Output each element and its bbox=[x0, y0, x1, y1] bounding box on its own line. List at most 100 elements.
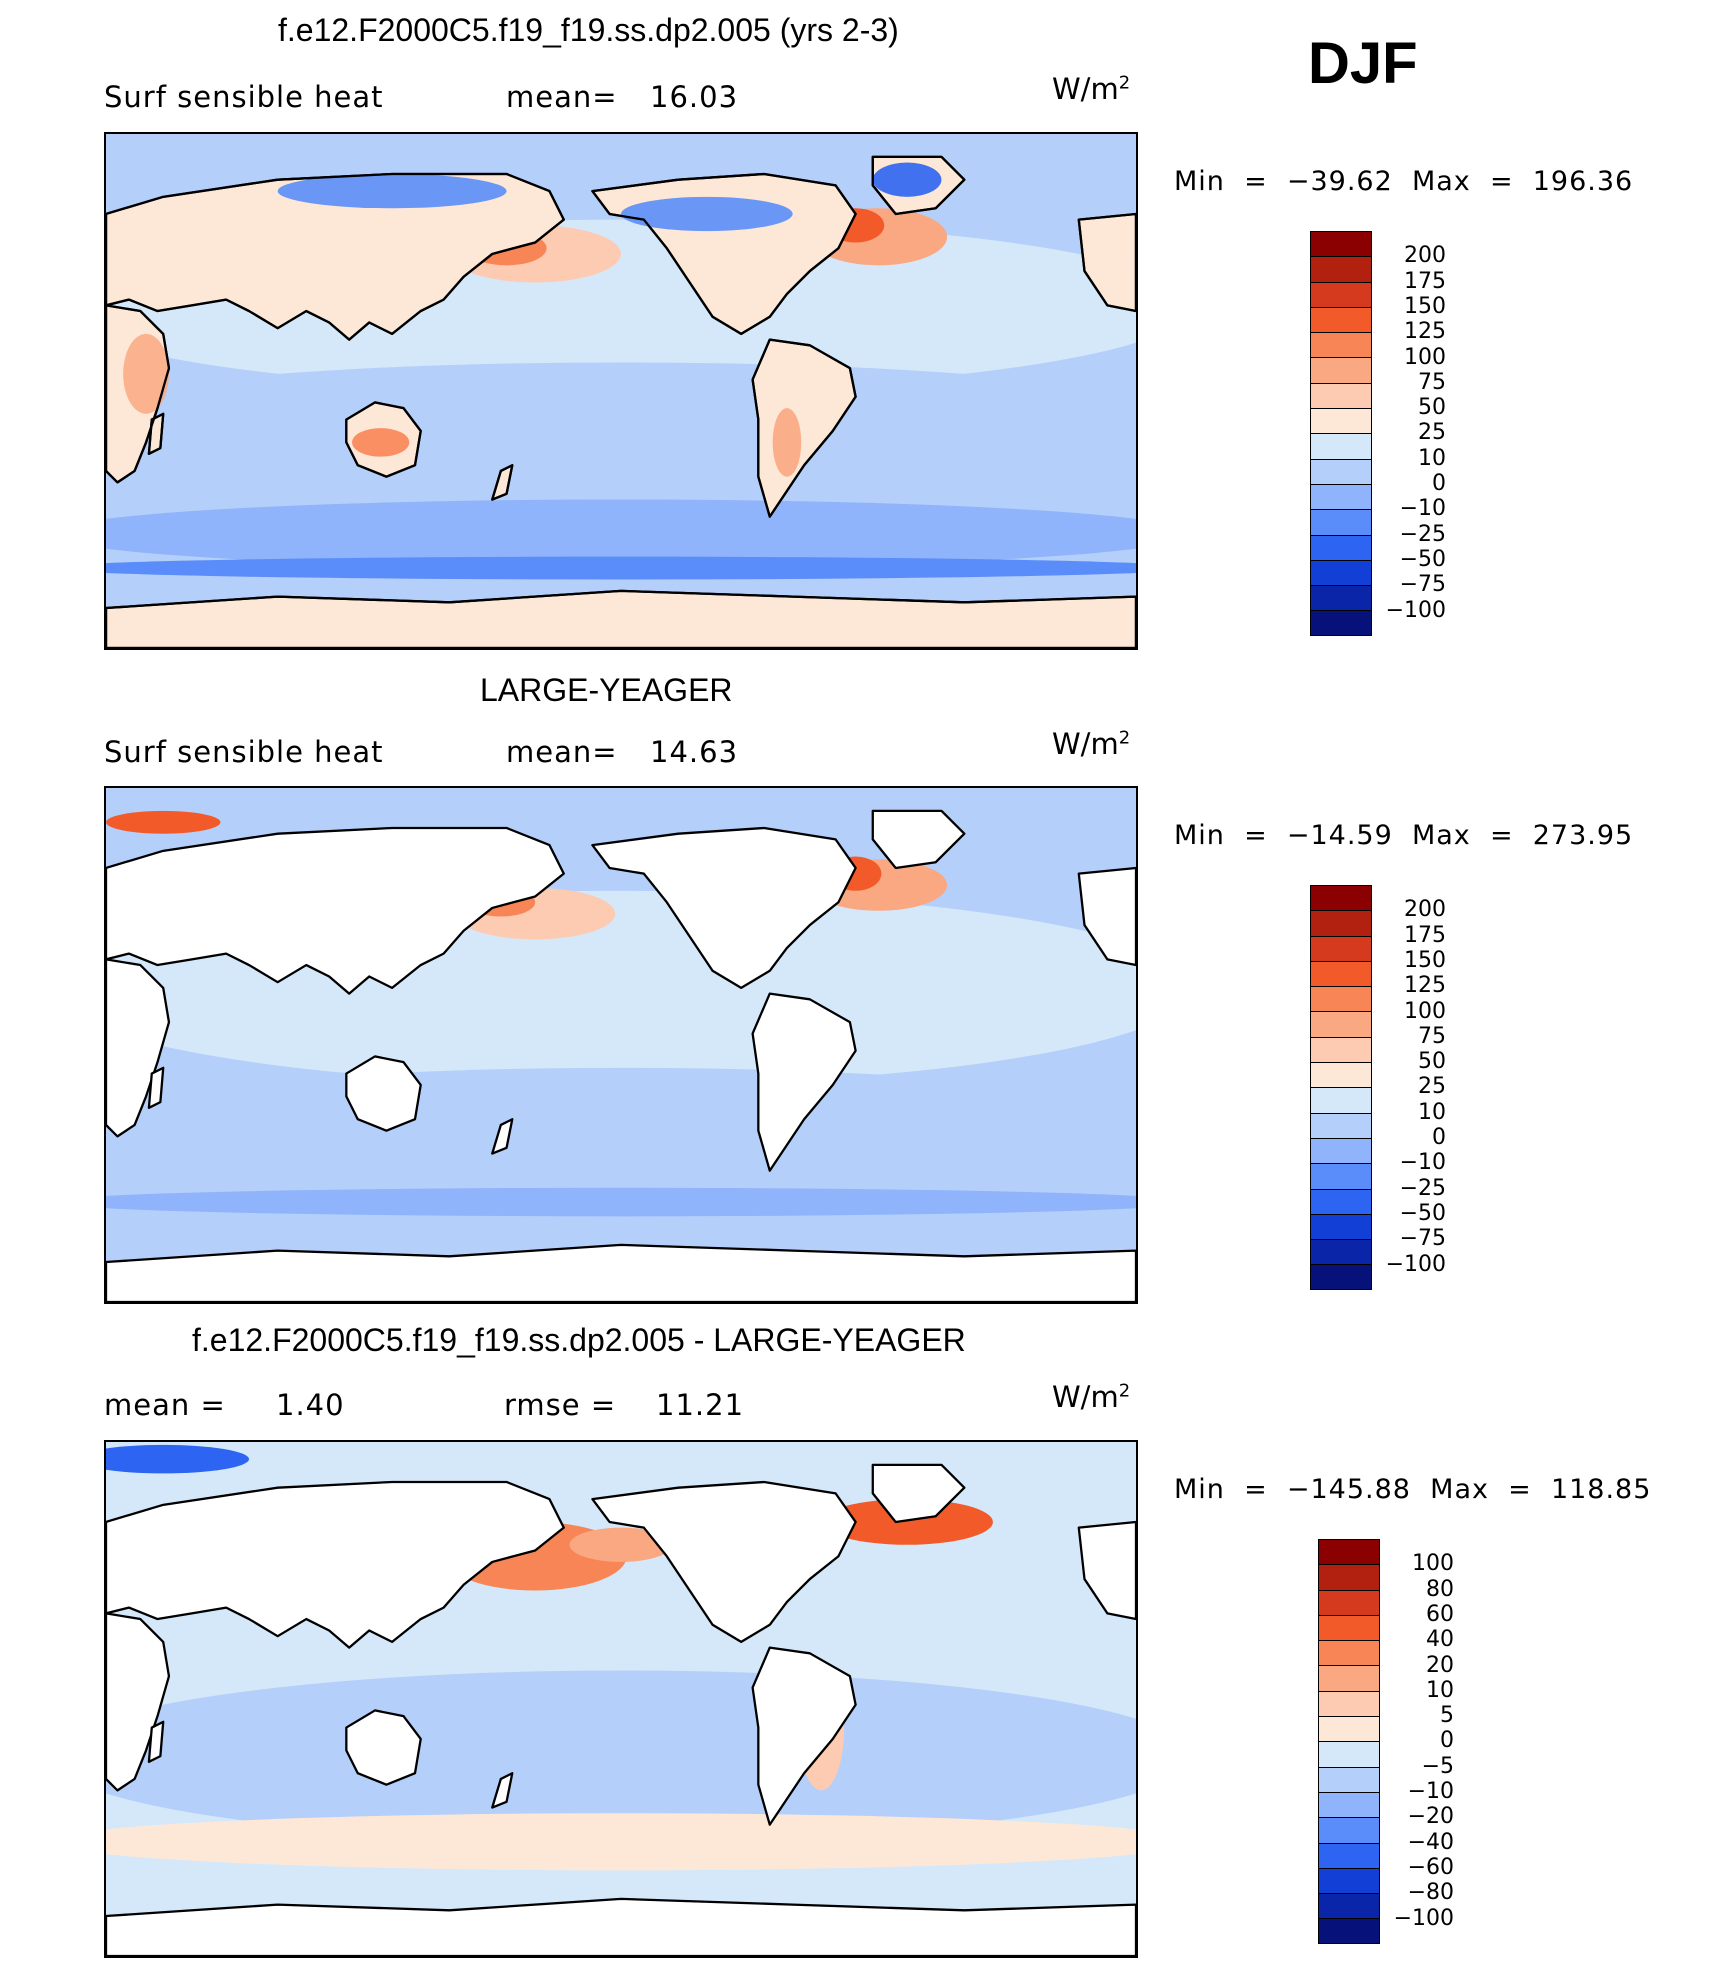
coastline bbox=[147, 412, 165, 455]
panel-1-variable-label: Surf sensible heat bbox=[104, 80, 384, 114]
colorbar-swatch bbox=[1318, 1589, 1380, 1615]
colorbar-label: −25 bbox=[1399, 1175, 1446, 1201]
field-contour bbox=[872, 162, 942, 197]
coastline bbox=[345, 401, 422, 478]
colorbar-label: −10 bbox=[1399, 1150, 1446, 1176]
colorbar-swatch bbox=[1310, 1062, 1372, 1088]
coastline bbox=[871, 1463, 966, 1524]
field-contour bbox=[106, 810, 221, 834]
colorbar-swatch bbox=[1318, 1716, 1380, 1742]
colorbar-swatch bbox=[1318, 1690, 1380, 1717]
colorbar-label: 75 bbox=[1418, 369, 1446, 395]
colorbar-swatch bbox=[1310, 610, 1372, 636]
colorbar-label: −20 bbox=[1407, 1804, 1454, 1830]
colorbar-label: 0 bbox=[1440, 1728, 1454, 1754]
field-contour bbox=[106, 499, 1136, 569]
colorbar-label: 20 bbox=[1426, 1652, 1454, 1678]
field-contour bbox=[106, 1813, 1136, 1871]
colorbar-swatch bbox=[1310, 509, 1372, 535]
panel-1-title: f.e12.F2000C5.f19_f19.ss.dp2.005 (yrs 2-… bbox=[278, 12, 899, 48]
colorbar-swatch bbox=[1310, 281, 1372, 307]
panel-3-colorbar: 100 80 60 40 20 10 5 0 −5 −10 −20 −40 −60 −80 −100 bbox=[1318, 1539, 1454, 1944]
field-contour bbox=[569, 1527, 673, 1562]
map-canvas bbox=[106, 788, 1136, 1302]
panel-2-units: W/m2 bbox=[1052, 727, 1131, 761]
colorbar-swatch bbox=[1318, 1867, 1380, 1894]
colorbar-label: 10 bbox=[1418, 445, 1446, 471]
colorbar-label: 40 bbox=[1426, 1627, 1454, 1653]
colorbar-label: 100 bbox=[1404, 344, 1446, 370]
colorbar-swatch bbox=[1310, 1264, 1372, 1290]
colorbar-label: 80 bbox=[1426, 1576, 1454, 1602]
colorbar-label: 200 bbox=[1404, 243, 1446, 269]
colorbar-swatch bbox=[1318, 1766, 1380, 1792]
colorbar-label: −40 bbox=[1407, 1829, 1454, 1855]
panel-1-map bbox=[104, 132, 1138, 650]
panel-1-colorbar: 200 175 150 125 100 75 50 25 10 0 −10 −25 −50 −75 −100 bbox=[1310, 231, 1446, 636]
coastline bbox=[751, 338, 857, 518]
colorbar-label: −10 bbox=[1407, 1779, 1454, 1804]
colorbar-label: −100 bbox=[1393, 1905, 1454, 1931]
panel-2-colorbar: 200 175 150 125 100 75 50 25 10 0 −10 −25 −50 −75 −100 bbox=[1310, 885, 1446, 1290]
colorbar-swatch bbox=[1310, 910, 1372, 936]
colorbar-swatch bbox=[1318, 1564, 1380, 1590]
field-contour bbox=[621, 196, 793, 232]
colorbar-label: −5 bbox=[1421, 1753, 1454, 1779]
panel-1-stat-label: mean= bbox=[506, 80, 618, 114]
colorbar-swatch bbox=[1310, 1137, 1372, 1164]
panel-2-minmax: Min = −14.59 Max = 273.95 bbox=[1174, 820, 1634, 851]
field-contour bbox=[106, 1067, 1136, 1194]
panel-2-variable-label: Surf sensible heat bbox=[104, 735, 384, 769]
colorbar-swatch bbox=[1318, 1665, 1380, 1691]
colorbar-swatch bbox=[1310, 935, 1372, 961]
panel-3-title: f.e12.F2000C5.f19_f19.ss.dp2.005 - LARGE… bbox=[192, 1322, 966, 1358]
colorbar-swatch bbox=[1318, 1741, 1380, 1767]
colorbar-swatch bbox=[1318, 1918, 1380, 1944]
colorbar-swatch bbox=[1310, 382, 1372, 409]
field-contour bbox=[106, 362, 1136, 477]
coastline bbox=[491, 1118, 514, 1155]
coastline bbox=[345, 1709, 422, 1786]
colorbar-swatch bbox=[1310, 256, 1372, 282]
colorbar-label: −50 bbox=[1399, 1200, 1446, 1226]
colorbar-swatch bbox=[1310, 231, 1372, 257]
colorbar-swatch bbox=[1310, 433, 1372, 459]
coastline bbox=[491, 464, 514, 501]
colorbar-label: −25 bbox=[1399, 521, 1446, 547]
colorbar-swatch bbox=[1310, 1112, 1372, 1138]
colorbar-swatch bbox=[1318, 1614, 1380, 1641]
coastline bbox=[106, 1480, 565, 1649]
map-canvas bbox=[106, 1442, 1136, 1956]
field-contour bbox=[277, 173, 507, 209]
coastline bbox=[1077, 866, 1136, 967]
colorbar-label: 100 bbox=[1412, 1551, 1454, 1577]
colorbar-swatch bbox=[1310, 986, 1372, 1012]
panel-3-mean-value: 1.40 bbox=[276, 1388, 345, 1422]
coastline bbox=[751, 992, 857, 1172]
panel-3-minmax: Min = −145.88 Max = 118.85 bbox=[1174, 1474, 1652, 1505]
coastline bbox=[106, 826, 565, 995]
coastline bbox=[106, 1243, 1136, 1302]
colorbar-swatch bbox=[1310, 357, 1372, 383]
colorbar-swatch bbox=[1310, 559, 1372, 586]
panel-1-stat-value: 16.03 bbox=[650, 80, 739, 114]
colorbar-swatch bbox=[1310, 1239, 1372, 1265]
colorbar-label: 60 bbox=[1426, 1601, 1454, 1627]
colorbar-swatch bbox=[1310, 483, 1372, 510]
colorbar-swatch bbox=[1318, 1640, 1380, 1666]
coastline bbox=[1077, 212, 1136, 313]
colorbar-swatch bbox=[1310, 960, 1372, 987]
panel-3-units: W/m2 bbox=[1052, 1380, 1131, 1414]
colorbar-swatch bbox=[1310, 332, 1372, 358]
colorbar-swatch bbox=[1318, 1893, 1380, 1919]
colorbar-swatch bbox=[1310, 1087, 1372, 1113]
colorbar-label: 75 bbox=[1418, 1023, 1446, 1049]
colorbar-label: −60 bbox=[1407, 1854, 1454, 1880]
colorbar-label: 150 bbox=[1404, 293, 1446, 319]
coastline bbox=[106, 172, 565, 341]
coastline bbox=[1077, 1520, 1136, 1621]
colorbar-label: 125 bbox=[1404, 319, 1446, 345]
colorbar-label: 25 bbox=[1418, 1074, 1446, 1100]
colorbar-label: 10 bbox=[1426, 1677, 1454, 1703]
season-label: DJF bbox=[1308, 31, 1418, 96]
